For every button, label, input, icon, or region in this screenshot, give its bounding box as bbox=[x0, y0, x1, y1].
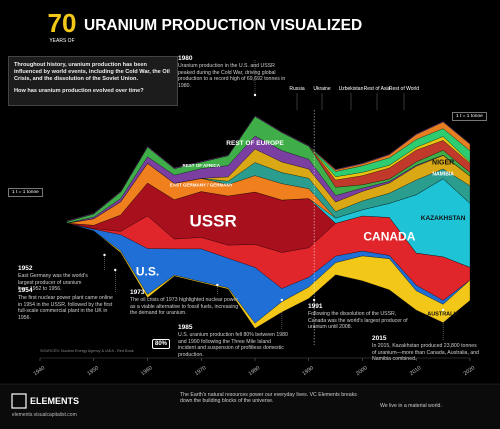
annotation-text: East Germany was the world's largest pro… bbox=[18, 273, 88, 293]
annotation-text: The oil crisis of 1973 highlighted nucle… bbox=[130, 297, 239, 317]
annotation-dot bbox=[253, 93, 257, 97]
brand-url: elements.visualcapitalist.com bbox=[12, 412, 77, 418]
x-tick-label: 1980 bbox=[248, 365, 261, 377]
logo-mark bbox=[11, 393, 27, 409]
annotation-year: 1980 bbox=[178, 55, 193, 62]
x-tick-label: 1950 bbox=[86, 365, 99, 377]
annotation-text: In 2015, Kazakhstan produced 23,800 tonn… bbox=[372, 343, 479, 363]
streams bbox=[66, 115, 471, 329]
series-label: REST OF EUROPE bbox=[226, 140, 284, 147]
series-label: NAMIBIA bbox=[432, 172, 454, 178]
series-label-top: Russia bbox=[289, 86, 305, 92]
x-tick-label: 1960 bbox=[140, 365, 153, 377]
series-label: CANADA bbox=[363, 230, 415, 244]
series-label-top: Uzbekistan bbox=[339, 86, 364, 92]
intro-box: Throughout history, uranium production h… bbox=[8, 56, 178, 106]
annotation-dot bbox=[103, 253, 106, 257]
intro-question: How has uranium production evolved over … bbox=[14, 88, 144, 94]
annotation-year: 1952 bbox=[18, 265, 33, 272]
annotation-badge: 80% bbox=[152, 339, 171, 349]
x-tick-label: 2020 bbox=[463, 365, 476, 377]
overlay: AUSTRALIA U.S. CANADA USSR KAZAKHSTAN EAST GE… bbox=[103, 60, 466, 345]
chart-title: URANIUM PRODUCTION VISUALIZED bbox=[84, 17, 362, 34]
x-tick-label: 1970 bbox=[194, 365, 207, 377]
annotation-year: 1991 bbox=[308, 303, 323, 310]
annotation-year: 1954 bbox=[18, 287, 33, 294]
x-tick-label: 1940 bbox=[33, 365, 46, 377]
annotation-text: U.S. uranium production fell 80% between… bbox=[178, 332, 288, 358]
series-label-top: Ukraine bbox=[313, 86, 330, 92]
annotation-dot bbox=[216, 283, 219, 287]
tagline: The Earth's natural resources power our … bbox=[180, 392, 357, 405]
series-label: U.S. bbox=[136, 265, 159, 279]
source: SOURCES: Nuclear Energy Agency & IAEA - … bbox=[40, 349, 134, 353]
series-label: USSR bbox=[190, 211, 237, 230]
annotation-dot bbox=[441, 308, 445, 312]
series-label: KAZAKHSTAN bbox=[421, 215, 466, 222]
annotation-year: 1973 bbox=[130, 289, 145, 296]
annotation: 1980 Uranium production in the U.S. and U… bbox=[178, 55, 286, 89]
brand: ELEMENTS bbox=[30, 396, 79, 406]
series-label: EAST GERMANY / GERMANY bbox=[170, 183, 233, 188]
scale-note-right: 1 t = 1 tonne bbox=[452, 112, 487, 121]
annotation-dot bbox=[312, 298, 316, 302]
title-number: 70 bbox=[48, 8, 77, 38]
annotation: 1954 The first nuclear power plant came o… bbox=[18, 287, 118, 321]
footer bbox=[0, 384, 500, 429]
x-tick-label: 2000 bbox=[355, 365, 368, 377]
annotation-year: 2015 bbox=[372, 335, 387, 342]
annotation: 1973 The oil crisis of 1973 highlighted n… bbox=[130, 289, 240, 317]
annotation-dot bbox=[114, 268, 117, 272]
x-tick-label: 2010 bbox=[409, 365, 422, 377]
series-label: REST OF AFRICA bbox=[182, 163, 220, 168]
annotation: 1952 East Germany was the world's largest… bbox=[18, 265, 92, 293]
series-label-top: Rest of Asia bbox=[364, 86, 391, 92]
x-tick-label: 1990 bbox=[301, 365, 314, 377]
annotation-text: Following the dissolution of the USSR, C… bbox=[308, 311, 408, 331]
annotation-year: 1985 bbox=[178, 324, 193, 331]
title-prefix: YEARS OF bbox=[49, 38, 74, 44]
annotation: 1985 U.S. uranium production fell 80% bet… bbox=[178, 324, 288, 358]
annotation: 2015 In 2015, Kazakhstan produced 23,800 … bbox=[372, 335, 482, 363]
annotation-text: The first nuclear power plant came onlin… bbox=[18, 295, 113, 321]
series-label: AUSTRALIA bbox=[427, 311, 459, 317]
series-label: NIGER bbox=[432, 160, 454, 167]
motto: We live in a material world. bbox=[380, 403, 442, 409]
series-label-top: Rest of World bbox=[389, 86, 419, 92]
annotation: 1991 Following the dissolution of the USS… bbox=[308, 303, 408, 331]
annotation-text: Uranium production in the U.S. and USSR … bbox=[178, 63, 286, 89]
stream-band bbox=[66, 115, 471, 222]
intro-text: Throughout history, uranium production h… bbox=[14, 62, 170, 82]
scale-note-left: 1 t = 1 tonne bbox=[8, 188, 43, 197]
annotation-dot bbox=[280, 298, 284, 302]
